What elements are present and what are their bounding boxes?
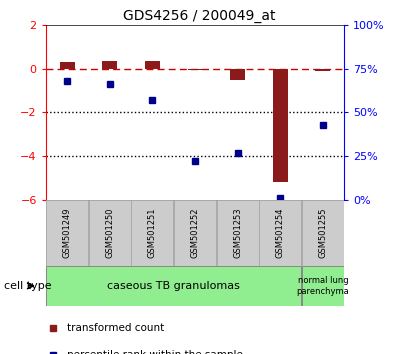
FancyBboxPatch shape	[46, 266, 301, 306]
FancyBboxPatch shape	[302, 200, 344, 266]
FancyBboxPatch shape	[259, 200, 301, 266]
Text: GSM501253: GSM501253	[233, 207, 242, 258]
Bar	[230, 69, 245, 80]
Text: GSM501252: GSM501252	[191, 207, 199, 258]
Text: normal lung
parenchyma: normal lung parenchyma	[297, 276, 349, 296]
FancyBboxPatch shape	[174, 200, 216, 266]
FancyBboxPatch shape	[46, 200, 88, 266]
Text: GSM501250: GSM501250	[105, 207, 114, 258]
Bar	[145, 61, 160, 69]
Text: percentile rank within the sample: percentile rank within the sample	[67, 350, 243, 354]
FancyBboxPatch shape	[89, 200, 131, 266]
Text: cell type: cell type	[4, 281, 52, 291]
Bar	[60, 62, 74, 69]
Text: GSM501249: GSM501249	[62, 207, 72, 258]
Bar	[273, 69, 288, 183]
Text: caseous TB granulomas: caseous TB granulomas	[107, 281, 240, 291]
Bar	[187, 69, 203, 70]
FancyBboxPatch shape	[302, 266, 344, 306]
Text: GDS4256 / 200049_at: GDS4256 / 200049_at	[123, 9, 275, 23]
FancyBboxPatch shape	[131, 200, 174, 266]
Text: transformed count: transformed count	[67, 323, 164, 333]
Bar	[316, 69, 330, 71]
Text: GSM501255: GSM501255	[318, 207, 328, 258]
Text: GSM501254: GSM501254	[276, 207, 285, 258]
Text: GSM501251: GSM501251	[148, 207, 157, 258]
FancyBboxPatch shape	[217, 200, 259, 266]
Bar	[102, 61, 117, 69]
